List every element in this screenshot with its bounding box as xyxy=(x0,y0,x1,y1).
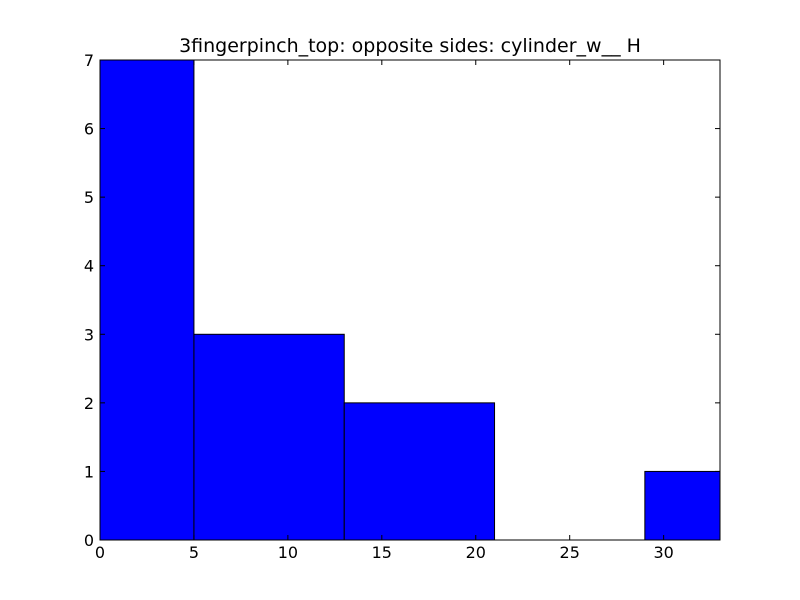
x-tick-label-1: 5 xyxy=(189,543,199,562)
y-tick-label-3: 3 xyxy=(84,325,94,344)
x-tick-label-6: 30 xyxy=(653,543,673,562)
x-tick-label-0: 0 xyxy=(95,543,105,562)
chart-title: 3fingerpinch_top: opposite sides: cylind… xyxy=(179,35,641,57)
x-tick-label-3: 15 xyxy=(372,543,392,562)
x-tick-label-4: 20 xyxy=(466,543,486,562)
y-tick-label-4: 4 xyxy=(84,257,94,276)
ticks-layer: 0 5 10 15 20 25 30 0 1 2 3 4 5 6 7 xyxy=(84,51,720,562)
x-tick-label-5: 25 xyxy=(560,543,580,562)
y-tick-label-6: 6 xyxy=(84,120,94,139)
x-tick-label-2: 10 xyxy=(278,543,298,562)
y-tick-label-2: 2 xyxy=(84,394,94,413)
y-tick-label-0: 0 xyxy=(84,531,94,550)
y-tick-label-5: 5 xyxy=(84,188,94,207)
bar-4 xyxy=(644,470,721,541)
bars-layer xyxy=(99,59,721,541)
plot-frame xyxy=(99,59,721,541)
y-tick-label-1: 1 xyxy=(84,462,94,481)
bar-0 xyxy=(99,59,195,541)
y-tick-label-7: 7 xyxy=(84,51,94,70)
bar-2 xyxy=(343,402,496,541)
bar-1 xyxy=(193,333,345,541)
